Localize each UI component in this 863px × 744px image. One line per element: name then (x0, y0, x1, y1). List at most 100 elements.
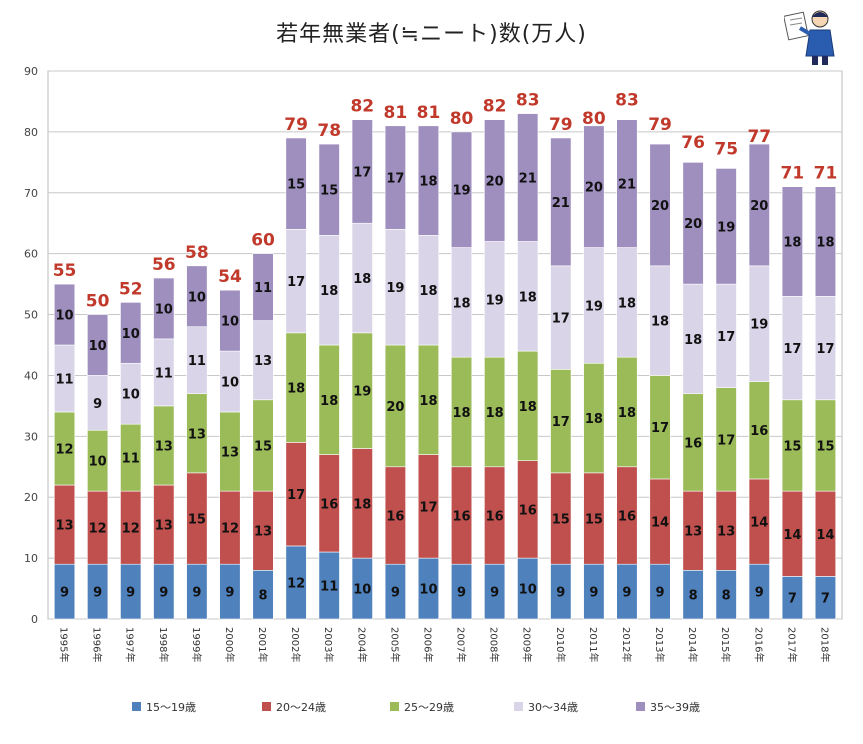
legend-label: 20〜24歳 (276, 701, 326, 714)
segment-label: 17 (651, 421, 669, 436)
total-label: 56 (152, 255, 176, 275)
segment-label: 15 (783, 439, 801, 454)
segment-label: 19 (353, 385, 371, 400)
segment-label: 9 (159, 586, 168, 601)
segment-label: 15 (585, 513, 603, 528)
segment-label: 17 (552, 415, 570, 430)
segment-label: 11 (254, 281, 272, 296)
x-tick-label: 1999年 (190, 627, 203, 662)
y-tick-label: 30 (24, 430, 38, 443)
total-label: 82 (483, 97, 507, 117)
segment-label: 19 (585, 299, 603, 314)
total-label: 71 (814, 164, 838, 184)
y-tick-label: 90 (24, 65, 38, 78)
bar-segment (715, 168, 737, 285)
y-tick-label: 40 (24, 369, 38, 382)
total-label: 76 (681, 133, 705, 153)
segment-label: 19 (486, 293, 504, 308)
segment-label: 11 (122, 452, 140, 467)
segment-label: 12 (287, 576, 305, 591)
segment-label: 15 (254, 439, 272, 454)
segment-label: 17 (287, 488, 305, 503)
segment-label: 11 (188, 354, 206, 369)
segment-label: 19 (750, 318, 768, 333)
segment-label: 9 (126, 586, 135, 601)
segment-label: 18 (419, 394, 437, 409)
bar-segment (384, 125, 406, 230)
segment-label: 18 (419, 175, 437, 190)
segment-label: 8 (689, 589, 698, 604)
total-label: 54 (218, 267, 242, 287)
segment-label: 18 (783, 235, 801, 250)
x-tick-label: 2013年 (653, 627, 666, 662)
bar-segment (781, 186, 803, 297)
total-label: 71 (781, 164, 805, 184)
segment-label: 9 (490, 586, 499, 601)
y-tick-label: 0 (31, 613, 38, 626)
segment-label: 17 (287, 275, 305, 290)
segment-label: 15 (320, 184, 338, 199)
segment-label: 10 (122, 388, 140, 403)
segment-label: 18 (816, 235, 834, 250)
segment-label: 12 (122, 522, 140, 537)
segment-label: 9 (457, 586, 466, 601)
x-tick-label: 2002年 (289, 627, 302, 662)
bar-segment (583, 125, 605, 248)
total-label: 83 (615, 91, 639, 111)
bar-segment (87, 314, 109, 376)
segment-label: 17 (717, 433, 735, 448)
segment-label: 21 (552, 196, 570, 211)
segment-label: 11 (320, 580, 338, 595)
legend-swatch (132, 702, 141, 711)
segment-label: 16 (519, 503, 537, 518)
segment-label: 18 (618, 406, 636, 421)
segment-label: 16 (452, 509, 470, 524)
y-tick-label: 10 (24, 552, 38, 565)
segment-label: 9 (192, 586, 201, 601)
segment-label: 17 (717, 330, 735, 345)
bar-segment (417, 125, 440, 236)
segment-label: 14 (651, 516, 669, 531)
x-tick-label: 2017年 (785, 627, 798, 662)
bar-segment (351, 119, 373, 224)
x-tick-label: 1995年 (58, 627, 71, 662)
bar-segment (550, 137, 572, 267)
y-tick-label: 80 (24, 126, 38, 139)
y-tick-label: 70 (24, 187, 38, 200)
segment-label: 10 (155, 302, 173, 317)
segment-label: 18 (287, 382, 305, 397)
legend-swatch (636, 702, 645, 711)
segment-label: 20 (486, 175, 504, 190)
total-label: 80 (450, 109, 474, 129)
segment-label: 9 (656, 586, 665, 601)
segment-label: 10 (89, 339, 107, 354)
segment-label: 18 (353, 497, 371, 512)
legend-swatch (262, 702, 271, 711)
bar-segment (120, 302, 142, 364)
segment-label: 18 (320, 284, 338, 299)
segment-label: 15 (188, 513, 206, 528)
segment-label: 13 (254, 525, 272, 540)
segment-label: 14 (750, 516, 768, 531)
segment-label: 19 (452, 184, 470, 199)
segment-label: 19 (717, 220, 735, 235)
segment-label: 18 (519, 290, 537, 305)
person-with-paper-icon (784, 10, 835, 65)
segment-label: 14 (816, 528, 834, 543)
segment-label: 18 (684, 333, 702, 348)
bar-segment (219, 289, 241, 352)
segment-label: 9 (93, 586, 102, 601)
segment-label: 18 (419, 284, 437, 299)
segment-label: 18 (618, 296, 636, 311)
bar-segment (285, 137, 307, 230)
segment-label: 20 (750, 199, 768, 214)
segment-label: 10 (55, 309, 73, 324)
segment-label: 12 (221, 522, 239, 537)
segment-label: 21 (519, 172, 537, 187)
segment-label: 9 (556, 586, 565, 601)
segment-label: 10 (221, 376, 239, 391)
total-label: 55 (53, 261, 77, 281)
segment-label: 18 (353, 272, 371, 287)
total-label: 82 (350, 97, 374, 117)
